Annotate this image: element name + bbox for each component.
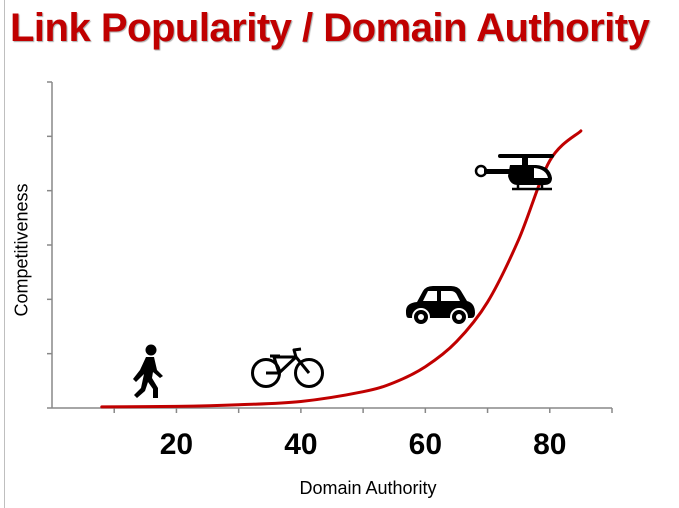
helicopter-icon [474,154,554,191]
walking-person-icon [133,344,163,398]
bicycle-icon [251,347,324,388]
car-icon [405,286,475,326]
x-axis-label: Domain Authority [299,478,437,498]
series-line [100,129,583,409]
slide-left-border [4,0,5,508]
x-tick-label: 40 [284,428,317,461]
x-tick-label: 80 [533,428,566,461]
chart-title: Link Popularity / Domain Authority [10,6,650,50]
x-tick-label: 20 [160,428,193,461]
x-tick-label: 60 [409,428,442,461]
